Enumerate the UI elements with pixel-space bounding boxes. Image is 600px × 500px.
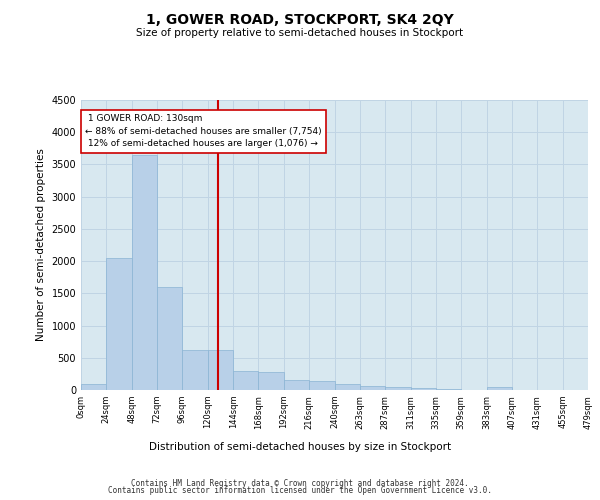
Text: 1, GOWER ROAD, STOCKPORT, SK4 2QY: 1, GOWER ROAD, STOCKPORT, SK4 2QY: [146, 12, 454, 26]
Text: Contains HM Land Registry data © Crown copyright and database right 2024.: Contains HM Land Registry data © Crown c…: [131, 478, 469, 488]
Bar: [259, 372, 284, 390]
Text: 1 GOWER ROAD: 130sqm
← 88% of semi-detached houses are smaller (7,754)
 12% of s: 1 GOWER ROAD: 130sqm ← 88% of semi-detac…: [85, 114, 322, 148]
Bar: [410, 388, 436, 390]
Bar: [106, 258, 132, 390]
Text: Contains public sector information licensed under the Open Government Licence v3: Contains public sector information licen…: [108, 486, 492, 495]
Text: Distribution of semi-detached houses by size in Stockport: Distribution of semi-detached houses by …: [149, 442, 451, 452]
Text: Size of property relative to semi-detached houses in Stockport: Size of property relative to semi-detach…: [136, 28, 464, 38]
Bar: [208, 350, 233, 390]
Y-axis label: Number of semi-detached properties: Number of semi-detached properties: [36, 148, 46, 342]
Bar: [335, 384, 360, 390]
Bar: [284, 380, 309, 390]
Bar: [360, 386, 385, 390]
Bar: [81, 384, 106, 390]
Bar: [309, 381, 335, 390]
Bar: [157, 287, 182, 390]
Bar: [132, 155, 157, 390]
Bar: [385, 387, 410, 390]
Bar: [233, 372, 259, 390]
Bar: [182, 350, 208, 390]
Bar: [436, 388, 461, 390]
Bar: [487, 388, 512, 390]
